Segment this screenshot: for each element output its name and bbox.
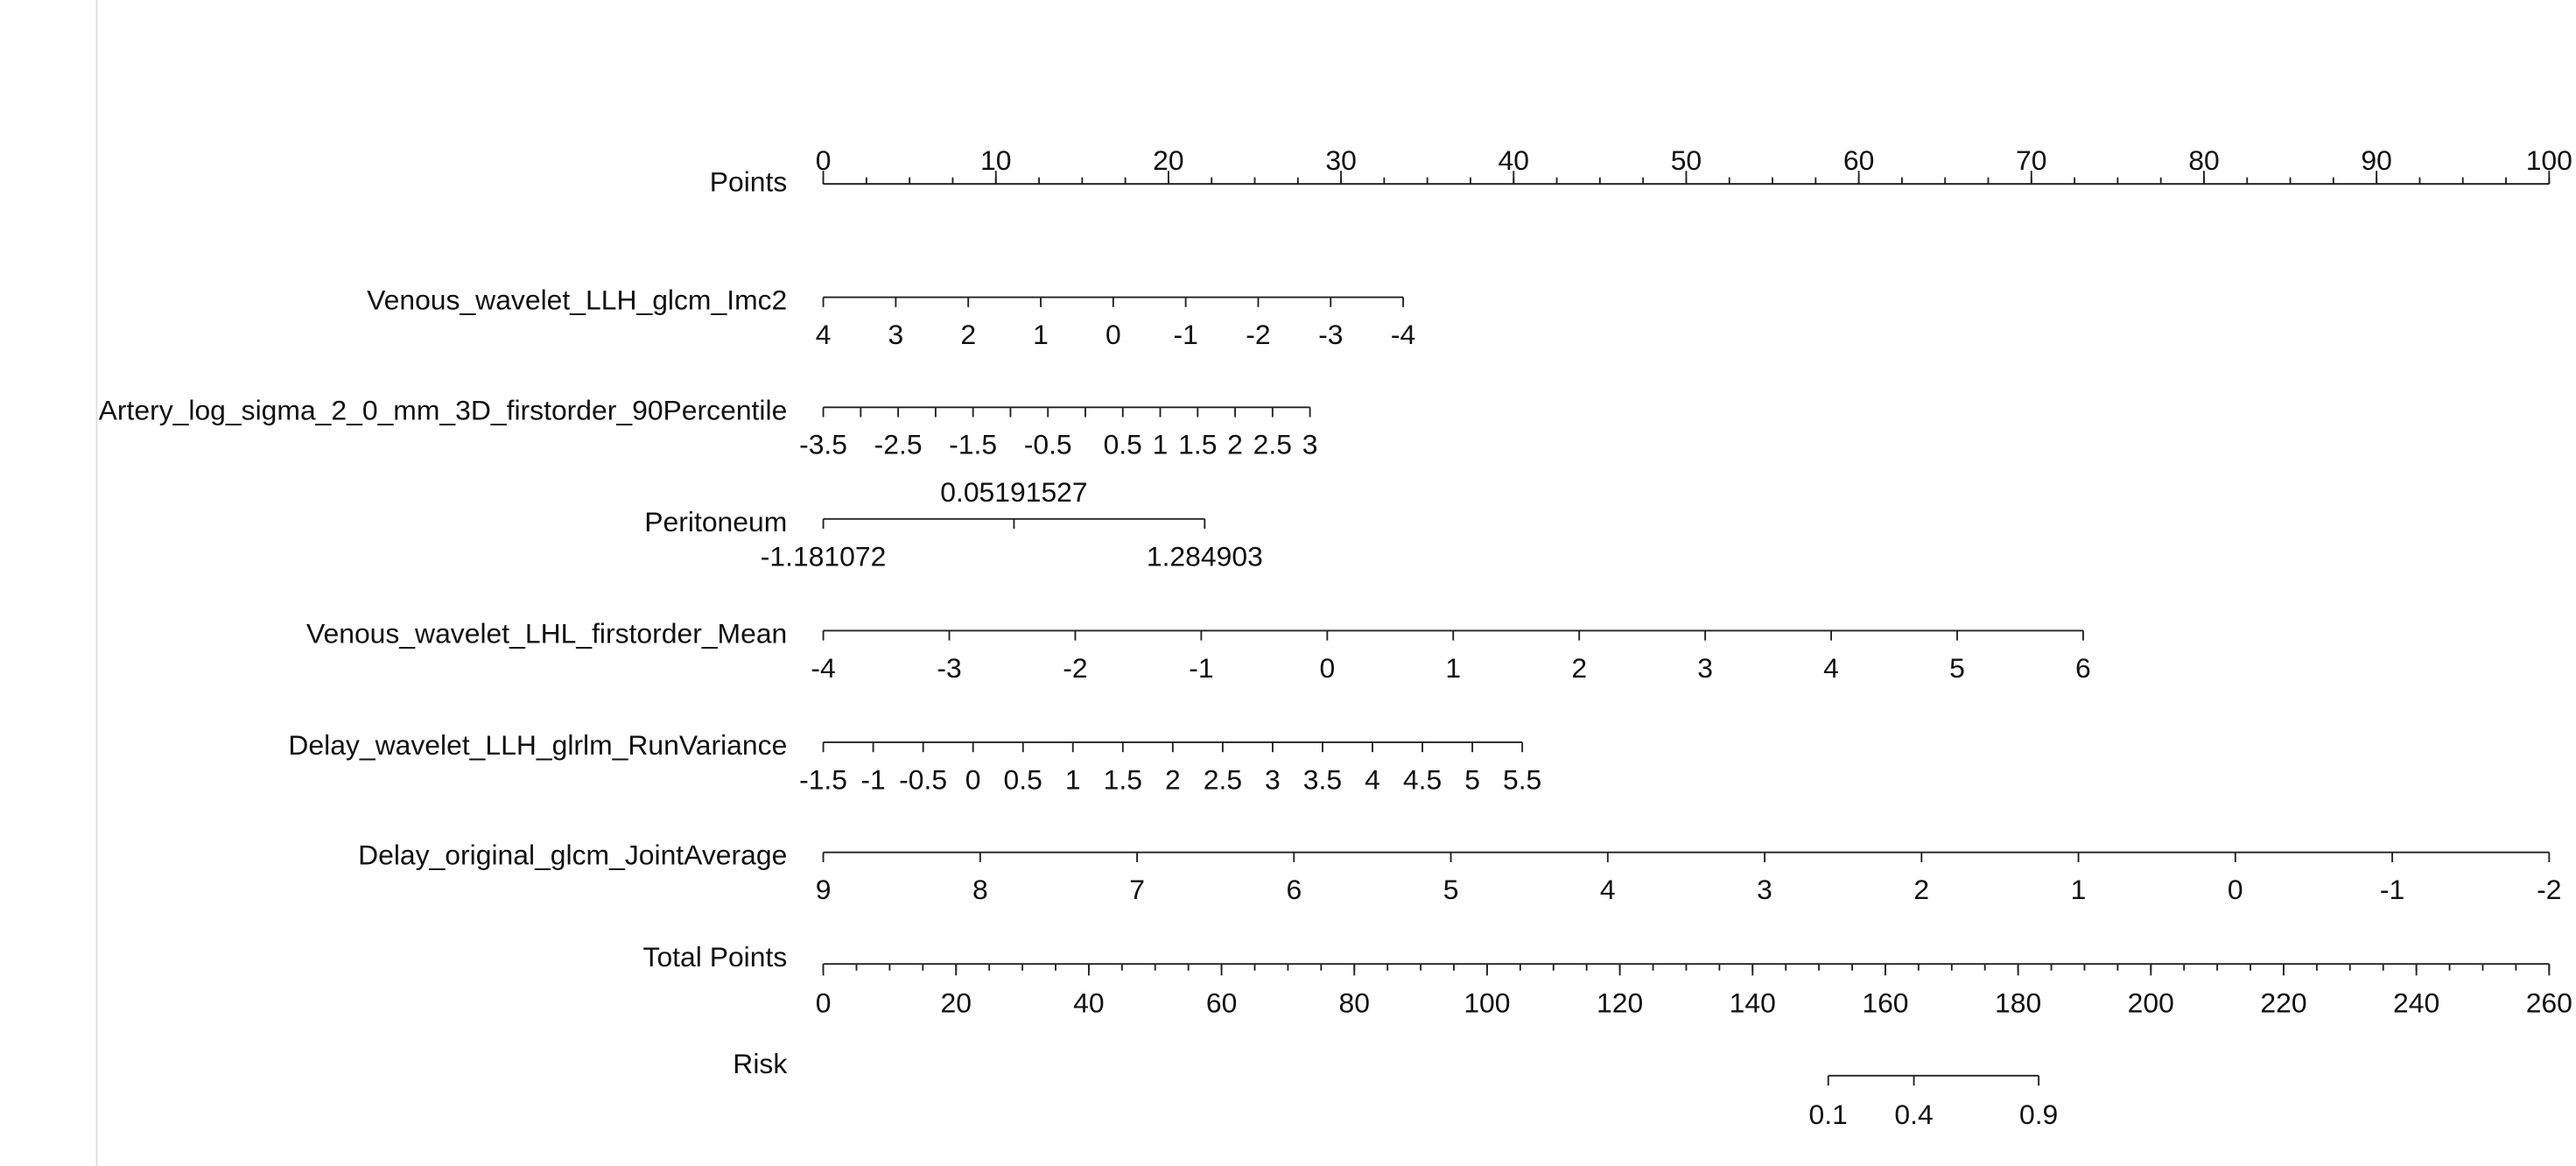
tick-label: -1 xyxy=(860,763,885,795)
tick-label: -1 xyxy=(1189,652,1213,684)
tick-label: 30 xyxy=(1325,144,1356,176)
tick-label: 6 xyxy=(1286,874,1302,905)
tick-label: 4.5 xyxy=(1403,763,1442,795)
tick-label: 2 xyxy=(1227,429,1243,460)
tick-label: 0.05191527 xyxy=(940,476,1087,508)
tick-label: 3.5 xyxy=(1303,763,1342,795)
tick-label: 3 xyxy=(888,319,904,350)
tick-label: 0 xyxy=(1319,652,1335,684)
tick-label: 2 xyxy=(1165,763,1181,795)
tick-label: 40 xyxy=(1073,987,1104,1019)
tick-label: 0.1 xyxy=(1809,1099,1848,1130)
tick-label: 4 xyxy=(1600,874,1616,905)
tick-label: 9 xyxy=(816,874,832,905)
tick-label: 1 xyxy=(2071,874,2087,905)
tick-label: 20 xyxy=(941,987,972,1019)
tick-label: 0 xyxy=(965,763,981,795)
tick-label: -4 xyxy=(1391,319,1415,350)
tick-label: -1.5 xyxy=(949,429,997,460)
tick-label: 1.284903 xyxy=(1147,540,1263,572)
tick-label: 20 xyxy=(1153,144,1183,176)
tick-label: 8 xyxy=(972,874,988,905)
tick-label: -0.5 xyxy=(1024,429,1072,460)
tick-label: 5 xyxy=(1949,652,1965,684)
tick-label: -2 xyxy=(2537,874,2561,905)
tick-label: -2 xyxy=(1063,652,1087,684)
tick-label: 2 xyxy=(1913,874,1929,905)
row-label: Delay_wavelet_LLH_glrlm_RunVariance xyxy=(288,729,787,761)
tick-label: 1 xyxy=(1033,319,1049,350)
row-label: Venous_wavelet_LHL_firstorder_Mean xyxy=(306,617,787,649)
tick-label: 180 xyxy=(1995,987,2041,1019)
tick-label: 260 xyxy=(2526,987,2572,1019)
tick-label: 1 xyxy=(1065,763,1081,795)
row-label: Total Points xyxy=(643,941,788,973)
tick-label: 6 xyxy=(2075,652,2091,684)
tick-label: 2 xyxy=(1571,652,1587,684)
tick-label: 4 xyxy=(1365,763,1380,795)
tick-label: 220 xyxy=(2260,987,2306,1019)
tick-label: 100 xyxy=(1463,987,1510,1019)
tick-label: -1 xyxy=(1173,319,1197,350)
tick-label: 0 xyxy=(816,987,832,1019)
tick-label: -2 xyxy=(1246,319,1270,350)
tick-label: 70 xyxy=(2016,144,2046,176)
tick-label: 100 xyxy=(2526,144,2572,176)
tick-label: 3 xyxy=(1302,429,1318,460)
tick-label: 1 xyxy=(1445,652,1461,684)
tick-label: 3 xyxy=(1697,652,1713,684)
tick-label: 160 xyxy=(1862,987,1908,1019)
tick-label: 4 xyxy=(816,319,832,350)
tick-label: -1.181072 xyxy=(761,540,887,572)
tick-label: -0.5 xyxy=(899,763,947,795)
tick-label: 140 xyxy=(1730,987,1776,1019)
tick-label: 0 xyxy=(816,144,832,176)
tick-label: 80 xyxy=(1339,987,1370,1019)
tick-label: -4 xyxy=(811,652,835,684)
tick-label: 7 xyxy=(1129,874,1145,905)
tick-label: -3 xyxy=(937,652,961,684)
tick-label: 3 xyxy=(1757,874,1772,905)
tick-label: 60 xyxy=(1206,987,1237,1019)
tick-label: 120 xyxy=(1597,987,1643,1019)
tick-label: -3.5 xyxy=(799,429,847,460)
row-label: Venous_wavelet_LLH_glcm_Imc2 xyxy=(367,284,787,316)
row-label: Peritoneum xyxy=(644,506,787,537)
row-label: Points xyxy=(710,166,788,198)
row-label: Artery_log_sigma_2_0_mm_3D_firstorder_90… xyxy=(99,394,788,425)
tick-label: 0 xyxy=(2228,874,2243,905)
tick-label: 240 xyxy=(2393,987,2439,1019)
tick-label: 0.5 xyxy=(1004,763,1042,795)
tick-label: 2.5 xyxy=(1253,429,1292,460)
tick-label: 200 xyxy=(2128,987,2174,1019)
tick-label: 0 xyxy=(1106,319,1121,350)
tick-label: 0.9 xyxy=(2019,1099,2058,1130)
tick-label: 3 xyxy=(1265,763,1281,795)
tick-label: 10 xyxy=(980,144,1011,176)
tick-label: 1.5 xyxy=(1104,763,1142,795)
row-label: Delay_original_glcm_JointAverage xyxy=(358,839,787,871)
tick-label: 2.5 xyxy=(1204,763,1242,795)
tick-label: 5 xyxy=(1464,763,1480,795)
tick-label: 80 xyxy=(2188,144,2219,176)
tick-label: -3 xyxy=(1318,319,1343,350)
tick-label: 4 xyxy=(1823,652,1839,684)
tick-label: 1 xyxy=(1153,429,1169,460)
tick-label: 50 xyxy=(1671,144,1702,176)
tick-label: 90 xyxy=(2361,144,2391,176)
tick-label: 0.4 xyxy=(1894,1099,1933,1130)
tick-label: -1.5 xyxy=(799,763,847,795)
tick-label: 60 xyxy=(1843,144,1874,176)
tick-label: -2.5 xyxy=(874,429,923,460)
tick-label: 5 xyxy=(1443,874,1459,905)
tick-label: 2 xyxy=(960,319,976,350)
tick-label: 5.5 xyxy=(1503,763,1541,795)
tick-label: 1.5 xyxy=(1178,429,1217,460)
tick-label: 40 xyxy=(1499,144,1529,176)
tick-label: -1 xyxy=(2380,874,2404,905)
tick-label: 0.5 xyxy=(1104,429,1142,460)
row-label: Risk xyxy=(733,1048,787,1079)
